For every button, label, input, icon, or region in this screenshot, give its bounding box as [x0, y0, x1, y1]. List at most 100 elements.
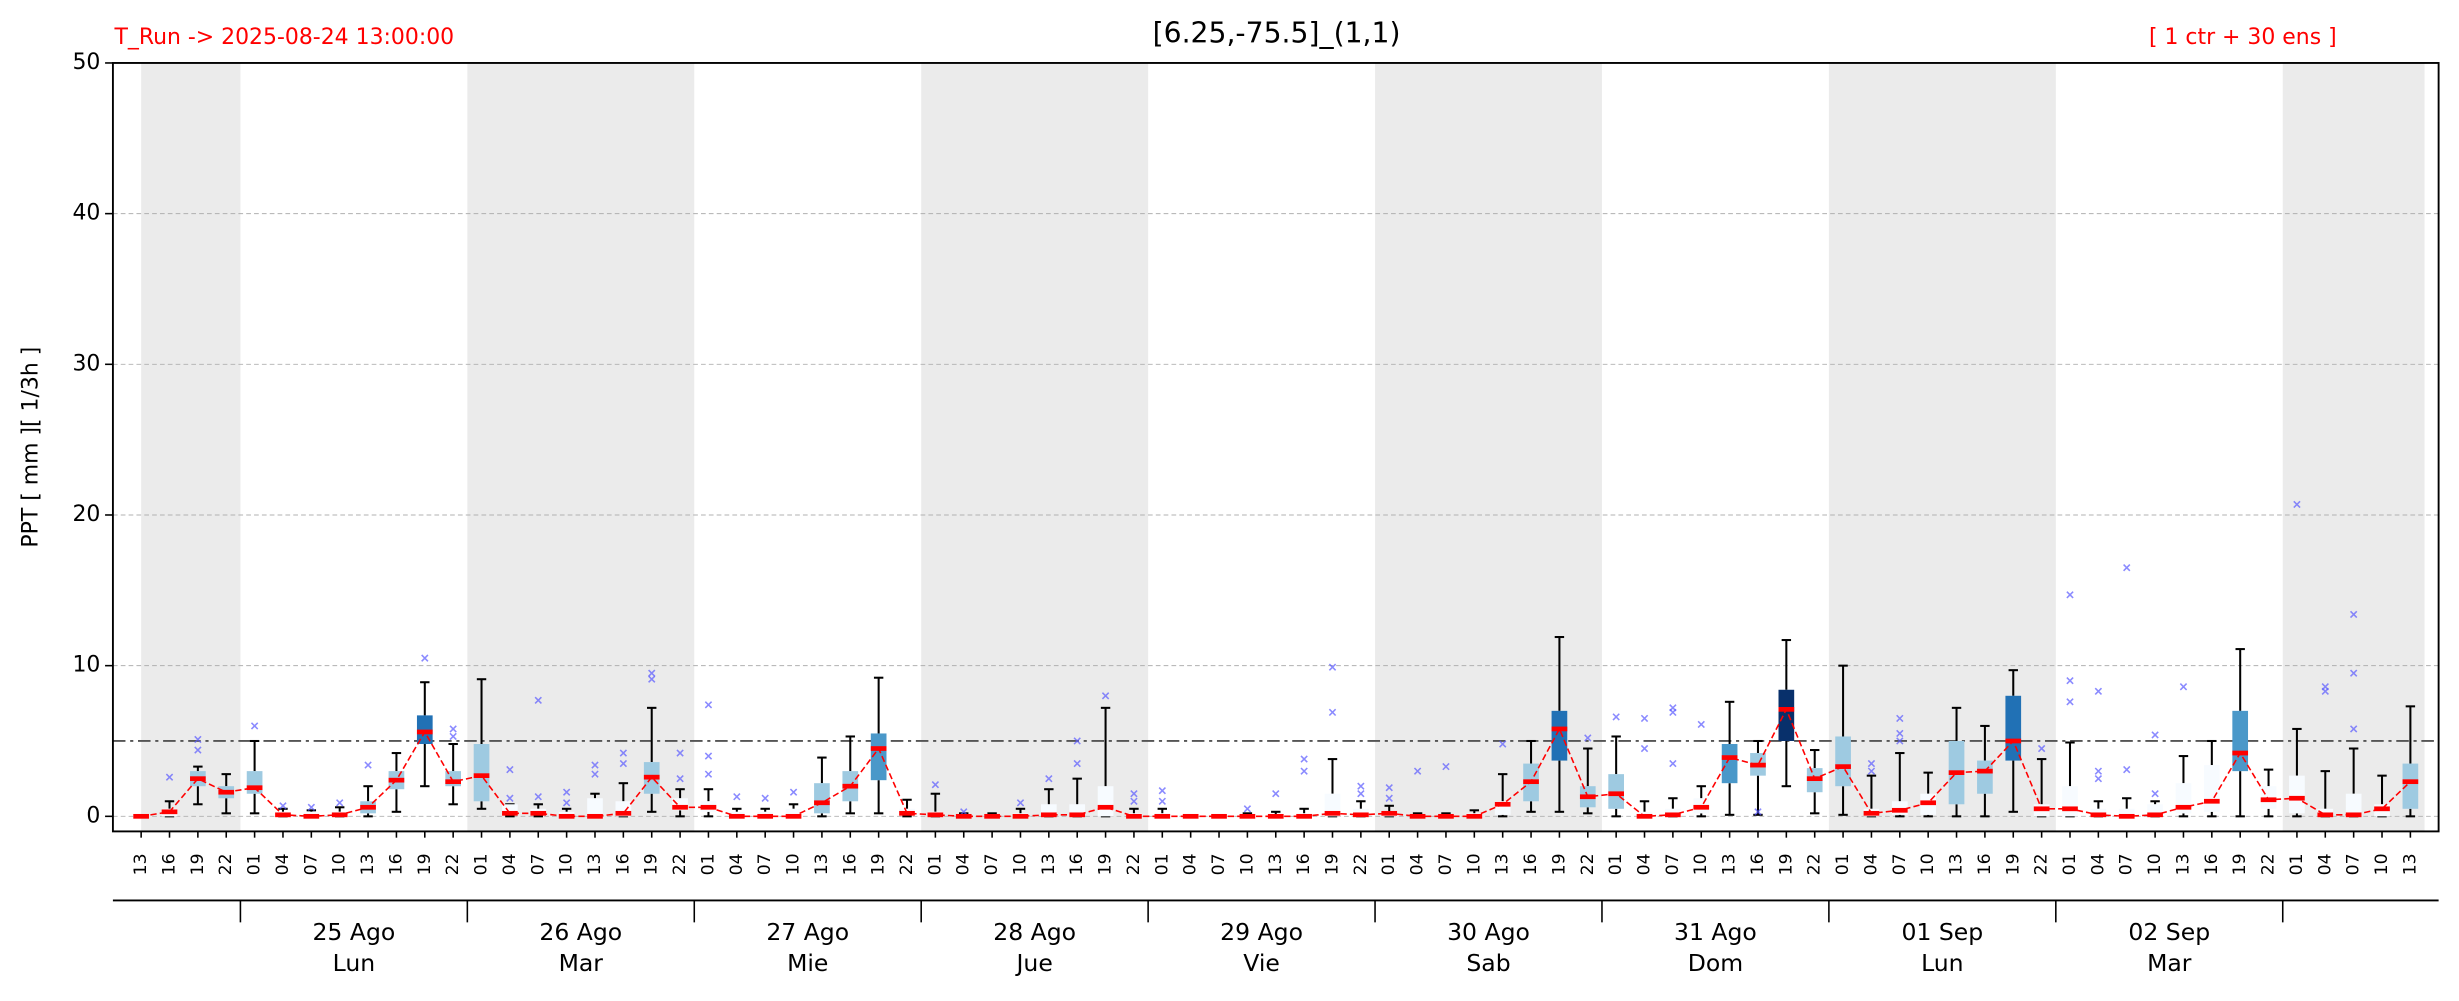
x-tick-label: 16 — [386, 853, 406, 875]
ctr-marker — [1636, 813, 1653, 819]
outlier — [1016, 799, 1025, 807]
ctr-marker — [416, 729, 433, 735]
x-tick-label: 16 — [160, 853, 180, 875]
x-tick-label: 01 — [698, 853, 718, 875]
ctr-marker — [558, 813, 575, 819]
day-weekday: Sab — [1466, 949, 1510, 977]
day-weekday: Mar — [2147, 949, 2192, 977]
x-tick-label: 07 — [528, 853, 548, 875]
x-tick-label: 13 — [1720, 853, 1740, 875]
outlier — [619, 759, 628, 768]
outlier — [506, 765, 514, 774]
outlier — [1130, 797, 1138, 805]
ctr-marker — [1551, 726, 1568, 732]
x-tick-label: 01 — [1379, 853, 1399, 875]
ctr-marker — [275, 812, 291, 818]
outlier — [1073, 759, 1081, 768]
x-tick-label: 04 — [1408, 853, 1428, 875]
outlier — [2094, 774, 2103, 783]
x-tick-label: 01 — [245, 853, 265, 875]
x-tick-label: 19 — [642, 853, 662, 875]
outlier — [2037, 744, 2046, 753]
box — [2118, 808, 2135, 817]
ctr-marker — [2260, 797, 2277, 803]
x-tick-label: 04 — [1181, 853, 1201, 875]
box — [1721, 744, 1738, 784]
x-tick-label: 22 — [443, 853, 463, 875]
x-tick-label: 07 — [301, 853, 321, 875]
x-tick-label: 22 — [1578, 853, 1598, 875]
outlier — [1272, 790, 1280, 798]
x-tick-label: 04 — [1861, 853, 1881, 875]
outlier — [1896, 729, 1904, 738]
ctr-marker — [1438, 813, 1454, 819]
ctr-marker — [1494, 801, 1511, 807]
outlier — [1158, 787, 1166, 795]
ctr-marker — [1211, 813, 1227, 819]
ctr-marker — [1977, 768, 1993, 774]
box — [814, 783, 830, 814]
outlier — [676, 774, 684, 783]
x-tick-label: 16 — [1294, 853, 1314, 875]
ctr-marker — [2203, 798, 2220, 804]
ctr-marker — [303, 813, 320, 819]
outlier — [1101, 692, 1110, 700]
night-shade — [1375, 62, 1602, 832]
ctr-marker — [955, 813, 972, 819]
day-weekday: Mar — [559, 949, 604, 977]
day-date: 01 Sep — [1901, 918, 1983, 946]
x-tick-label: 04 — [500, 853, 520, 875]
x-tick-label: 10 — [1237, 853, 1257, 875]
x-tick-label: 19 — [1096, 853, 1116, 875]
outlier — [648, 669, 656, 677]
x-tick-label: 22 — [1124, 853, 1144, 875]
ctr-marker — [1296, 813, 1312, 819]
x-tick-label: 01 — [472, 853, 492, 875]
ctr-marker — [2345, 812, 2362, 818]
ctr-marker — [1267, 813, 1284, 819]
outlier — [1697, 720, 1705, 729]
box — [1977, 760, 1993, 794]
ctr-marker — [2374, 806, 2390, 812]
x-tick-label: 13 — [1039, 853, 1059, 875]
box — [2203, 765, 2220, 812]
outlier — [2151, 731, 2159, 739]
ctr-marker — [1069, 812, 1086, 818]
ctr-marker — [2090, 812, 2107, 818]
ctr-marker — [1750, 762, 1766, 768]
box — [1835, 736, 1851, 787]
outlier — [2123, 564, 2131, 572]
ctr-marker — [1012, 813, 1029, 819]
ctr-marker — [643, 774, 660, 780]
outlier — [1328, 708, 1337, 717]
outlier — [1669, 759, 1677, 768]
x-tick-label: 22 — [216, 853, 236, 875]
x-tick-label: 07 — [2117, 853, 2137, 875]
ctr-marker — [133, 813, 149, 819]
outlier — [534, 793, 542, 801]
x-tick-label: 16 — [613, 853, 633, 875]
outlier — [733, 793, 741, 801]
day-date: 31 Ago — [1674, 918, 1757, 946]
y-tick-label: 40 — [72, 201, 100, 226]
x-tick-label: 13 — [1493, 853, 1513, 875]
ctr-marker — [1353, 812, 1369, 818]
ctr-marker — [331, 812, 348, 818]
x-tick-label: 13 — [585, 853, 605, 875]
outlier — [1612, 713, 1620, 721]
outlier — [1300, 755, 1308, 763]
x-tick-label: 13 — [2173, 853, 2193, 875]
y-tick-label: 0 — [86, 803, 100, 828]
x-tick-label: 13 — [358, 853, 378, 875]
x-tick-label: 19 — [415, 853, 435, 875]
box — [2345, 793, 2362, 817]
box — [2402, 763, 2419, 809]
ctr-marker — [2005, 738, 2022, 744]
ctr-marker — [1126, 813, 1142, 819]
x-tick-label: 13 — [2400, 853, 2420, 875]
night-shade — [1828, 62, 2056, 832]
ctr-marker — [1324, 810, 1341, 816]
outlier — [1867, 759, 1876, 768]
ctr-marker — [1778, 707, 1795, 712]
outlier — [761, 794, 769, 802]
